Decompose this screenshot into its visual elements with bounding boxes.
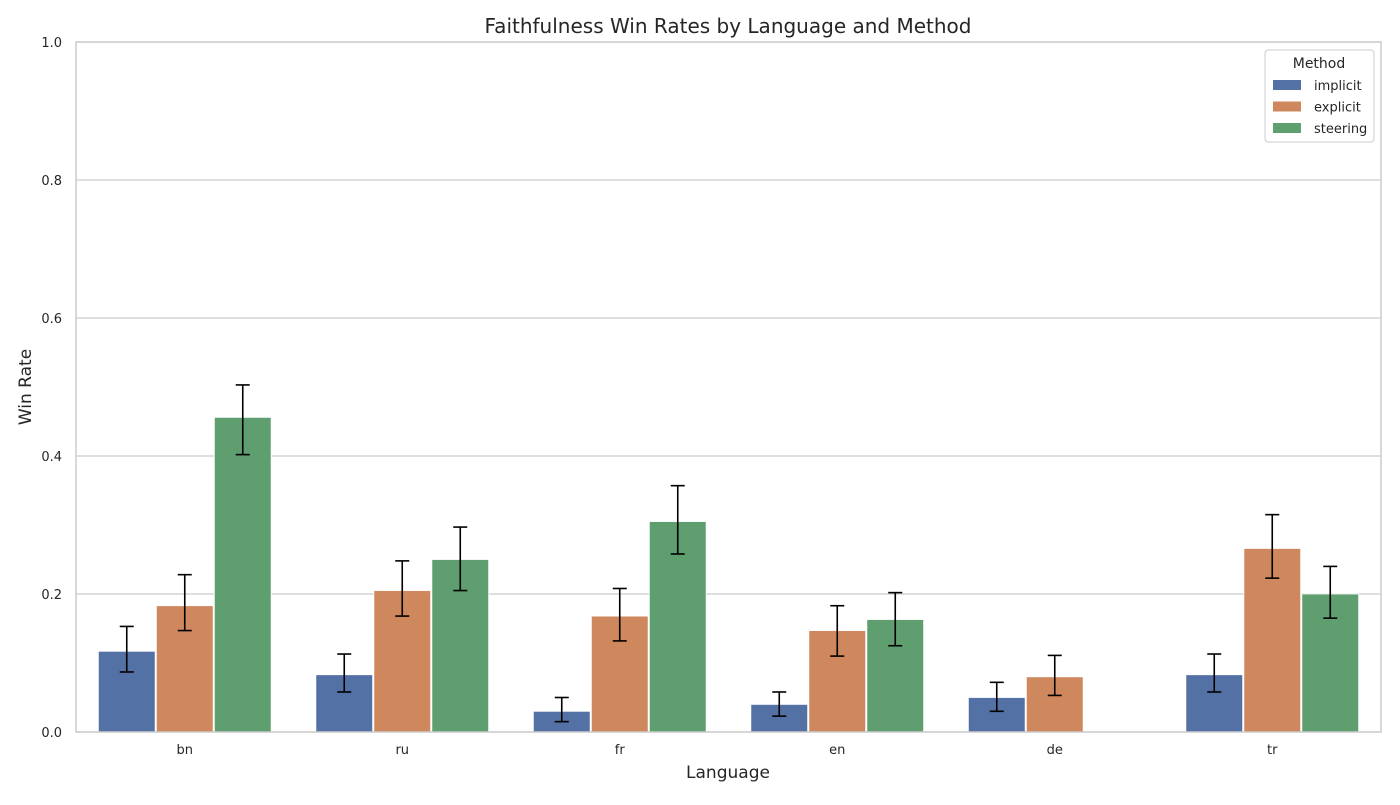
y-tick-label-1: 0.2 bbox=[41, 588, 62, 603]
legend-label-implicit: implicit bbox=[1314, 79, 1362, 94]
legend-label-steering: steering bbox=[1314, 122, 1367, 137]
error-bar-explicit-de bbox=[1047, 654, 1062, 697]
error-bar-steering-ru bbox=[453, 526, 468, 592]
y-tick-label-3: 0.6 bbox=[41, 312, 62, 327]
error-bar-steering-fr bbox=[670, 484, 685, 555]
y-tick-labels: 0.0 0.2 0.4 0.6 0.8 1.0 bbox=[41, 36, 62, 741]
y-axis-label: Win Rate bbox=[16, 349, 36, 425]
y-tick-label-2: 0.4 bbox=[41, 450, 62, 465]
error-bar-explicit-en bbox=[830, 604, 845, 657]
y-tick-label-0: 0.0 bbox=[41, 726, 62, 741]
legend-title: Method bbox=[1293, 56, 1346, 72]
bar-steering-bn bbox=[213, 416, 272, 733]
error-bar-steering-en bbox=[888, 591, 903, 647]
chart-title: Faithfulness Win Rates by Language and M… bbox=[485, 14, 972, 38]
x-tick-label-ru: ru bbox=[395, 743, 409, 758]
x-tick-label-de: de bbox=[1047, 743, 1063, 758]
bar-explicit-de bbox=[1025, 676, 1084, 733]
error-bar-explicit-tr bbox=[1265, 513, 1280, 579]
error-bar-explicit-fr bbox=[612, 587, 627, 642]
y-tick-label-5: 1.0 bbox=[41, 36, 62, 51]
error-bar-steering-tr bbox=[1323, 565, 1338, 619]
legend: Method implicit explicit steering bbox=[1264, 49, 1375, 143]
x-tick-label-tr: tr bbox=[1267, 743, 1278, 758]
grid-lines bbox=[76, 41, 1381, 733]
x-tick-labels: bn ru fr en de tr bbox=[177, 743, 1279, 758]
bars bbox=[97, 416, 1360, 733]
error-bars bbox=[119, 384, 1338, 723]
error-bar-implicit-ru bbox=[337, 653, 352, 693]
error-bar-implicit-fr bbox=[554, 696, 569, 723]
error-bar-implicit-de bbox=[989, 681, 1004, 713]
error-bar-implicit-en bbox=[772, 691, 787, 717]
legend-swatch-explicit bbox=[1273, 101, 1301, 112]
bar-explicit-tr bbox=[1243, 548, 1302, 733]
error-bar-explicit-bn bbox=[177, 573, 192, 632]
x-tick-label-en: en bbox=[829, 743, 845, 758]
x-tick-label-bn: bn bbox=[177, 743, 194, 758]
bar-implicit-tr bbox=[1185, 674, 1244, 733]
legend-items: implicit explicit steering bbox=[1273, 79, 1367, 137]
legend-swatch-implicit bbox=[1273, 80, 1301, 90]
legend-swatch-steering bbox=[1273, 123, 1301, 133]
x-axis-label: Language bbox=[686, 763, 770, 783]
legend-box bbox=[1264, 49, 1375, 143]
error-bar-steering-bn bbox=[235, 384, 250, 456]
error-bar-implicit-bn bbox=[119, 625, 134, 673]
x-tick-label-fr: fr bbox=[615, 743, 626, 758]
error-bar-explicit-ru bbox=[395, 560, 410, 617]
plot-frame bbox=[75, 41, 1382, 733]
error-bar-implicit-tr bbox=[1207, 653, 1222, 693]
legend-label-explicit: explicit bbox=[1314, 101, 1361, 116]
y-tick-label-4: 0.8 bbox=[41, 174, 62, 189]
